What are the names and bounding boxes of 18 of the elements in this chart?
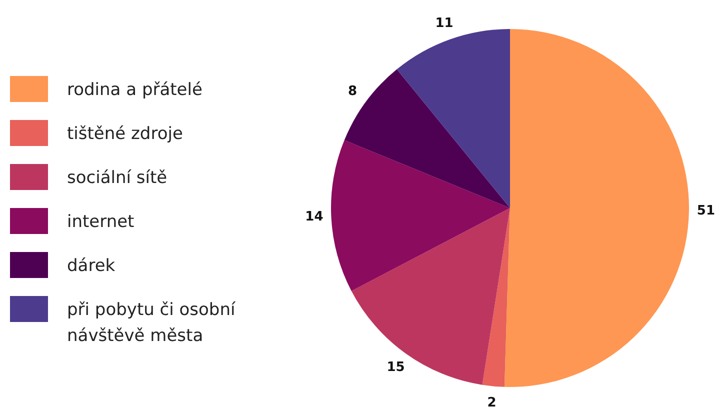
legend-label: tištěné zdroje [67,124,183,144]
legend-label: sociální sítě [67,168,168,188]
data-label: 2 [487,396,496,411]
pie-slice [396,29,510,208]
legend-label: internet [67,212,135,232]
data-label: 14 [305,210,324,225]
pie-slice [331,140,510,291]
pie-slice [482,208,510,387]
pie-slice [504,29,689,387]
legend-label: při pobytu či osobní návštěvě města [67,300,236,346]
legend-label: dárek [67,256,116,276]
pie-slice [344,69,510,208]
data-label: 11 [435,16,454,31]
legend-label: rodina a přátelé [67,80,202,100]
pie-slice [351,208,510,385]
data-label: 8 [348,84,358,99]
data-label: 15 [386,360,405,375]
data-label: 51 [696,204,716,219]
